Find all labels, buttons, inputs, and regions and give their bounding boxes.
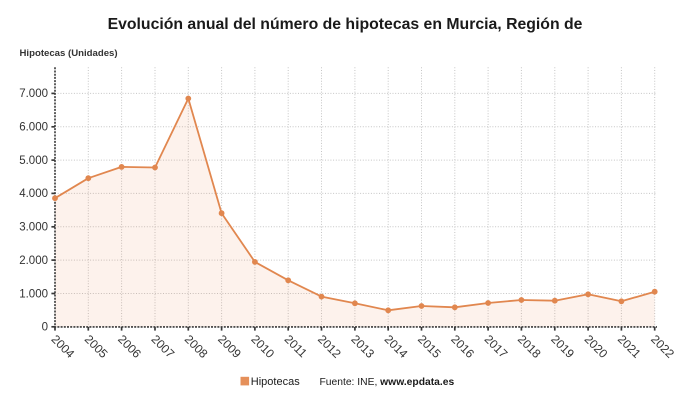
svg-text:2014: 2014 <box>382 332 411 361</box>
svg-text:2017: 2017 <box>482 332 511 361</box>
svg-text:2018: 2018 <box>515 332 544 361</box>
svg-text:3.000: 3.000 <box>19 222 48 234</box>
svg-text:Fuente: INE, www.epdata.es: Fuente: INE, www.epdata.es <box>320 377 455 388</box>
svg-text:2016: 2016 <box>448 332 477 361</box>
svg-text:6.000: 6.000 <box>19 122 48 134</box>
svg-text:2019: 2019 <box>548 332 577 361</box>
svg-text:1.000: 1.000 <box>19 288 48 300</box>
svg-text:2007: 2007 <box>148 332 177 361</box>
svg-text:5.000: 5.000 <box>19 155 48 167</box>
svg-text:2006: 2006 <box>115 332 144 361</box>
svg-text:2005: 2005 <box>82 332 111 361</box>
svg-text:2.000: 2.000 <box>19 255 48 267</box>
svg-text:2022: 2022 <box>648 332 677 361</box>
svg-text:2004: 2004 <box>48 332 77 361</box>
svg-text:0: 0 <box>42 322 48 334</box>
svg-text:7.000: 7.000 <box>19 88 48 100</box>
svg-text:2011: 2011 <box>282 332 310 360</box>
svg-text:2010: 2010 <box>248 332 277 361</box>
svg-text:2020: 2020 <box>582 332 611 361</box>
svg-text:4.000: 4.000 <box>19 188 48 200</box>
svg-text:2008: 2008 <box>182 332 211 361</box>
svg-text:2013: 2013 <box>348 332 377 361</box>
svg-text:2012: 2012 <box>315 332 344 361</box>
svg-text:Hipotecas: Hipotecas <box>251 376 300 388</box>
svg-text:2015: 2015 <box>415 332 444 361</box>
svg-text:2021: 2021 <box>615 332 644 361</box>
svg-text:2009: 2009 <box>215 332 244 361</box>
